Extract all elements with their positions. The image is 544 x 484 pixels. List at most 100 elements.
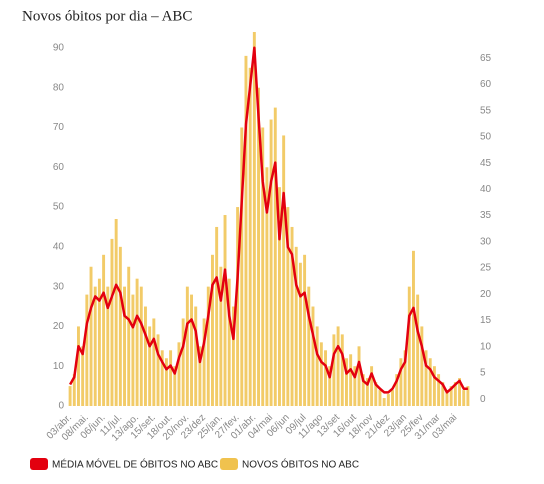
bar (265, 167, 269, 406)
bar (278, 187, 281, 406)
bar (386, 394, 390, 406)
bar (370, 366, 374, 406)
bar (441, 382, 445, 406)
y-tick-label: 90 (53, 43, 65, 54)
bar (123, 286, 126, 406)
bar (231, 306, 235, 406)
bar (114, 219, 118, 406)
bar (353, 366, 357, 406)
bar (416, 294, 420, 406)
y-tick-label: 30 (53, 281, 65, 292)
legend-label: NOVOS ÓBITOS NO ABC (242, 458, 359, 471)
bar (244, 55, 248, 406)
bar (298, 262, 302, 406)
bar (445, 390, 449, 406)
y2-tick-label: 20 (480, 289, 492, 300)
bar (328, 366, 332, 406)
bar (202, 318, 206, 406)
y2-tick-label: 5 (480, 368, 486, 379)
bar (81, 346, 85, 406)
bar (181, 318, 185, 406)
bar (190, 294, 193, 406)
bar (286, 207, 290, 406)
bar (152, 318, 156, 406)
y-tick-label: 20 (53, 321, 65, 332)
y2-tick-label: 45 (480, 158, 492, 169)
bar (395, 374, 399, 406)
y-tick-label: 0 (58, 401, 64, 412)
bar (345, 358, 348, 406)
bar (324, 350, 327, 406)
bar (349, 354, 353, 406)
bar (223, 215, 227, 406)
bar (399, 358, 403, 406)
y2-tick-label: 55 (480, 105, 492, 116)
bar (332, 334, 336, 406)
bar (453, 382, 457, 406)
bar (257, 87, 260, 407)
bar (144, 306, 147, 406)
bar (290, 226, 294, 406)
bar (219, 266, 223, 406)
bar (139, 286, 143, 406)
y2-tick-label: 40 (480, 184, 492, 195)
bar (252, 32, 256, 406)
bar (185, 286, 189, 406)
legend-label: MÉDIA MÓVEL DE ÓBITOS NO ABC (52, 458, 218, 471)
bar (361, 374, 365, 406)
bar (391, 390, 394, 406)
bar (156, 334, 160, 406)
bar (77, 326, 80, 406)
bar (449, 386, 453, 406)
y2-tick-label: 35 (480, 210, 492, 221)
bar (248, 67, 252, 407)
y2-tick-label: 50 (480, 132, 492, 143)
y2-tick-label: 0 (480, 394, 486, 405)
bar (458, 378, 461, 406)
bar (173, 366, 177, 406)
bar (315, 326, 319, 406)
bar (365, 378, 369, 406)
bar (131, 294, 135, 406)
bar (424, 350, 428, 406)
bar (307, 286, 311, 406)
bar (437, 374, 441, 406)
bar (340, 334, 344, 406)
bar (319, 342, 323, 406)
bar (412, 250, 415, 406)
chart-title: Novos óbitos por dia – ABC (22, 8, 192, 24)
bar (407, 286, 411, 406)
bar (127, 266, 131, 406)
bar (311, 306, 315, 406)
bar (462, 390, 466, 406)
y-tick-label: 80 (53, 82, 65, 93)
bar (89, 266, 93, 406)
bar (194, 306, 198, 406)
bar (374, 382, 378, 406)
bar (102, 254, 106, 406)
bar (227, 278, 231, 406)
bar (169, 350, 173, 406)
bar (303, 254, 307, 406)
bar (206, 286, 210, 406)
bar (164, 358, 168, 406)
bar (135, 278, 139, 406)
bar (160, 350, 164, 406)
bar (106, 286, 110, 406)
bar (403, 350, 407, 406)
y2-tick-label: 30 (480, 236, 492, 247)
y-tick-label: 10 (53, 361, 65, 372)
bar (198, 346, 202, 406)
bar (294, 246, 298, 406)
bar (269, 119, 273, 406)
bar (97, 278, 101, 406)
bar (148, 326, 152, 406)
bar (72, 374, 76, 406)
bar (118, 246, 122, 406)
bar (428, 358, 432, 406)
bar (215, 226, 219, 406)
line (69, 46, 468, 394)
bar (236, 207, 240, 406)
bar (336, 326, 340, 406)
